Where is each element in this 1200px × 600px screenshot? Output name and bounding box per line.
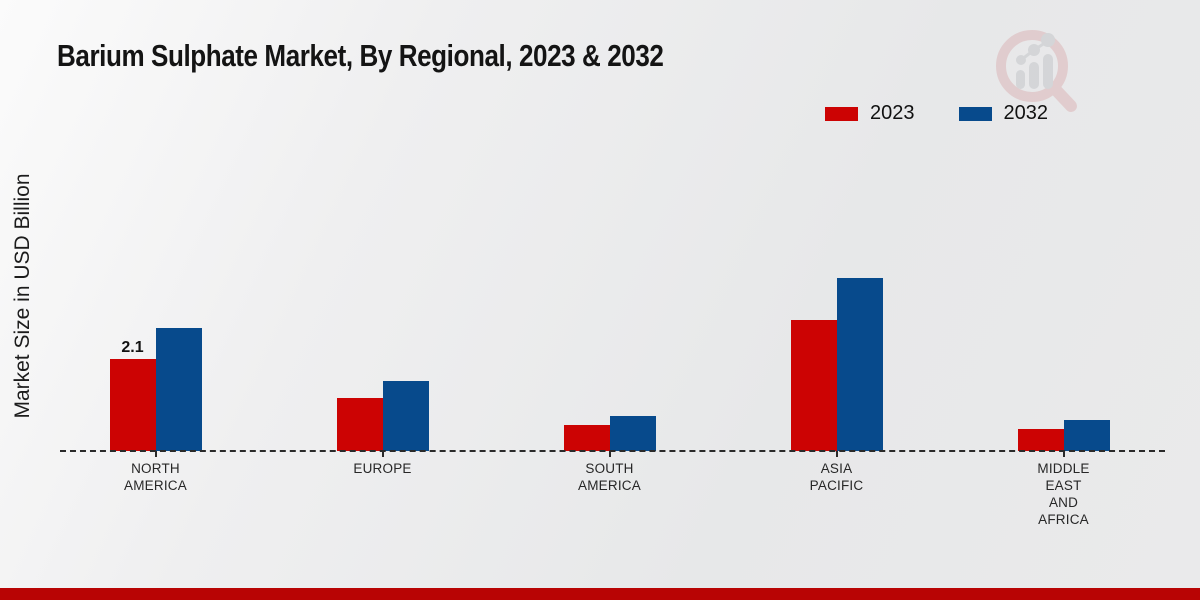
- x-label-line: EUROPE: [353, 461, 412, 476]
- legend-item-2032: 2032: [958, 102, 1049, 125]
- bar-2032-middle-east-and-africa: [1063, 420, 1110, 451]
- y-axis-label: Market Size in USD Billion: [11, 173, 34, 419]
- x-label-line: AFRICA: [1038, 512, 1089, 527]
- x-tick-middle-east-and-africa: [1062, 451, 1065, 457]
- bar-2023-south-america: [563, 424, 610, 451]
- bar-2032-europe: [382, 380, 429, 451]
- chart-title-text: Barium Sulphate Market, By Regional, 202…: [57, 38, 664, 73]
- bar-2032-asia-pacific: [836, 278, 883, 451]
- x-tick-europe: [381, 451, 384, 457]
- x-label-line: NORTH: [131, 461, 180, 476]
- plot-area: 2.1: [42, 120, 1177, 451]
- x-tick-asia-pacific: [835, 451, 838, 457]
- bar-2032-south-america: [609, 415, 656, 451]
- x-tick-south-america: [608, 451, 611, 457]
- legend: 2023 2032: [825, 102, 1048, 125]
- chart-title: Barium Sulphate Market, By Regional, 202…: [57, 38, 779, 74]
- bar-2023-north-america: [109, 359, 156, 451]
- x-label-line: SOUTH: [585, 461, 634, 476]
- legend-swatch-2032-icon: [958, 106, 992, 121]
- x-label-south-america: SOUTH AMERICA: [525, 460, 695, 494]
- x-label-asia-pacific: ASIA PACIFIC: [752, 460, 922, 494]
- legend-swatch-2023-icon: [825, 106, 858, 121]
- footer-accent-band: [0, 588, 1200, 600]
- x-tick-north-america: [154, 451, 157, 457]
- x-label-line: AND: [1048, 495, 1079, 510]
- bar-value-label-north-america: 2.1: [121, 339, 144, 357]
- bar-2023-middle-east-and-africa: [1017, 429, 1064, 451]
- bar-2032-north-america: [155, 328, 202, 451]
- x-label-line: MIDDLE: [1037, 461, 1090, 476]
- x-label-line: AMERICA: [124, 478, 187, 493]
- legend-item-2023: 2023: [825, 102, 915, 125]
- x-axis-baseline: [60, 450, 1165, 452]
- legend-label-2023: 2023: [870, 102, 915, 124]
- bar-2023-asia-pacific: [790, 319, 837, 451]
- x-label-line: ASIA: [820, 461, 853, 476]
- x-axis-ticks: [42, 451, 1177, 458]
- watermark-logo-icon: [996, 30, 1077, 112]
- bar-2023-europe: [336, 398, 383, 451]
- x-label-europe: EUROPE: [298, 460, 468, 477]
- x-label-north-america: NORTH AMERICA: [71, 460, 241, 494]
- x-label-line: EAST: [1045, 478, 1082, 493]
- x-label-middle-east-and-africa: MIDDLE EAST AND AFRICA: [979, 460, 1149, 528]
- x-label-line: PACIFIC: [809, 478, 864, 493]
- legend-label-2032: 2032: [1003, 102, 1049, 124]
- x-label-line: AMERICA: [578, 478, 641, 493]
